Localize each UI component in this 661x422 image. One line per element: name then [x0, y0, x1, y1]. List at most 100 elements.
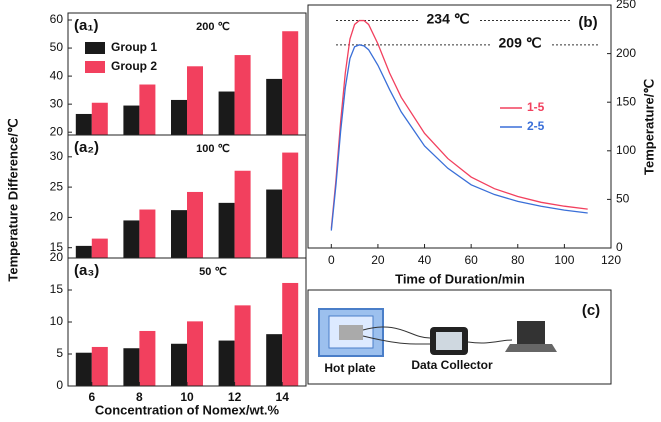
y-tick-label: 25 [50, 179, 64, 193]
panel-label: (b) [578, 14, 597, 31]
x-tick-label: 10 [180, 390, 194, 404]
annotation: 209 ℃ [499, 35, 542, 51]
bar [139, 209, 156, 258]
bar [123, 220, 140, 258]
bar [218, 340, 235, 386]
y-tick-label: 50 [50, 40, 64, 54]
y-tick-label: 20 [50, 250, 64, 264]
wire [467, 339, 513, 344]
x-axis-label: Concentration of Nomex/wt.% [95, 402, 280, 417]
legend-swatch [85, 61, 105, 73]
bar [91, 346, 108, 386]
legend-label: Group 1 [111, 40, 157, 54]
x-tick-label: 14 [276, 390, 290, 404]
annotation-bg [490, 35, 550, 54]
y2-tick-label: 100 [616, 143, 636, 157]
x-tick-label: 0 [328, 253, 335, 267]
y2-tick-label: 200 [616, 46, 636, 60]
bar [234, 55, 251, 135]
y-tick-label: 30 [50, 96, 64, 110]
legend-label: Group 2 [111, 59, 157, 73]
bar [282, 152, 299, 258]
bar [171, 343, 187, 386]
laptop-base [505, 344, 557, 352]
panel-label: (a₁) [74, 17, 99, 34]
bar [75, 352, 92, 386]
bar [75, 113, 92, 135]
y-tick-label: 15 [50, 282, 64, 296]
y-tick-label: 20 [50, 210, 64, 224]
y-axis-label: Temperature/℃ [641, 79, 656, 175]
diagram-frame [307, 289, 612, 385]
panel-label: (c) [582, 302, 600, 319]
y2-tick-label: 250 [616, 0, 636, 11]
bar [139, 84, 156, 135]
panel-frame [67, 257, 307, 387]
y-tick-label: 10 [50, 314, 64, 328]
bar [123, 105, 140, 135]
y-tick-label: 30 [50, 149, 64, 163]
bar [266, 78, 283, 135]
y-tick-label: 40 [50, 68, 64, 82]
bar [171, 99, 187, 135]
x-tick-label: 100 [554, 253, 574, 267]
panel-label-bg [572, 13, 604, 33]
bar [91, 238, 108, 258]
bar [234, 305, 251, 386]
x-tick-label: 8 [136, 390, 143, 404]
bar [187, 66, 203, 135]
annotation: 100 ℃ [196, 143, 230, 155]
x-tick-label: 12 [228, 390, 242, 404]
x-tick-label: 80 [511, 253, 525, 267]
bar [234, 170, 251, 258]
panel-label: (a₂) [74, 139, 99, 156]
annotation: 50 ℃ [199, 266, 227, 278]
y-tick-label: 0 [56, 378, 63, 392]
annotation: 200 ℃ [196, 21, 230, 33]
sample [339, 325, 363, 340]
y-axis-label: Temperature Difference/℃ [5, 118, 20, 281]
legend-label: 1-5 [527, 100, 545, 114]
annotation-bg [418, 11, 478, 30]
bar [282, 31, 299, 135]
legend-label: 2-5 [527, 119, 545, 133]
y2-tick-label: 0 [616, 240, 623, 254]
bar [123, 348, 140, 386]
x-axis-label: Time of Duration/min [395, 271, 525, 286]
bar [75, 245, 92, 258]
bar [91, 102, 108, 135]
bar [171, 210, 187, 258]
y-tick-label: 15 [50, 240, 64, 254]
bar [218, 91, 235, 135]
collector-screen [436, 332, 462, 350]
x-tick-label: 20 [371, 253, 385, 267]
y-tick-label: 60 [50, 12, 64, 26]
node-label: Hot plate [324, 361, 376, 375]
panel-frame [307, 4, 612, 249]
y-tick-label: 20 [50, 124, 64, 138]
panel-label: (a₃) [74, 262, 99, 279]
diagram: Hot plate Data Collector (c) [307, 289, 612, 385]
y2-tick-label: 150 [616, 94, 636, 108]
laptop-screen [517, 321, 545, 344]
y-tick-label: 5 [56, 346, 63, 360]
annotation: 234 ℃ [427, 10, 470, 26]
bar [266, 334, 283, 386]
bar [282, 282, 299, 386]
x-tick-label: 6 [88, 390, 95, 404]
bar [266, 189, 283, 258]
x-tick-label: 120 [601, 253, 621, 267]
bar [218, 202, 235, 258]
line [330, 44, 588, 231]
line [330, 19, 588, 229]
y2-tick-label: 50 [616, 192, 630, 206]
bar [187, 191, 203, 258]
bar [187, 321, 203, 386]
node-label: Data Collector [411, 358, 493, 372]
legend-swatch [85, 42, 105, 54]
bar [139, 330, 156, 386]
x-tick-label: 60 [464, 253, 478, 267]
x-tick-label: 40 [418, 253, 432, 267]
wire [362, 326, 431, 345]
